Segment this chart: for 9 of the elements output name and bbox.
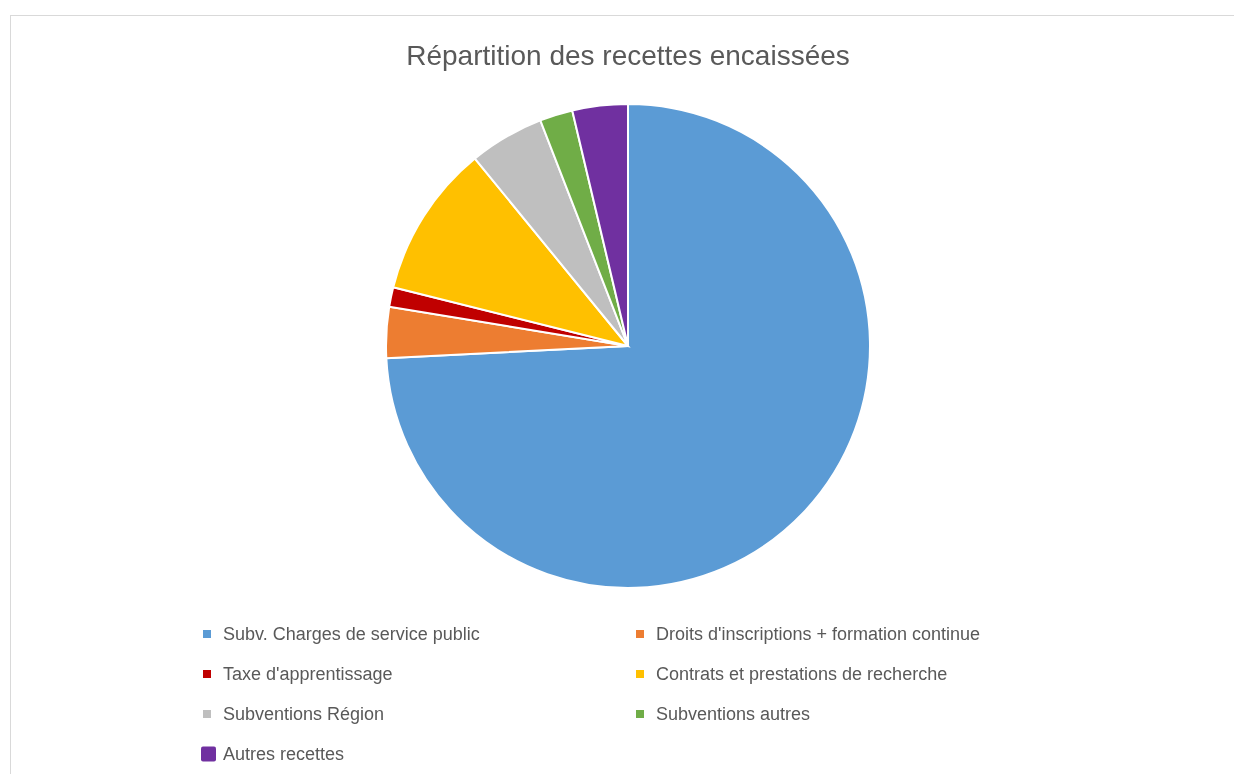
legend-label: Taxe d'apprentissage — [223, 664, 393, 684]
chart-title: Répartition des recettes encaissées — [406, 39, 850, 71]
legend-label: Droits d'inscriptions + formation continue — [656, 624, 981, 644]
legend-label: Contrats et prestations de recherche — [656, 664, 948, 684]
legend-label: Subv. Charges de service public — [223, 624, 480, 644]
legend-label: Subventions autres — [656, 704, 811, 724]
pie-slice — [385, 103, 871, 589]
legend-label: Autres recettes — [223, 744, 345, 764]
legend-label: Subventions Région — [223, 704, 385, 724]
